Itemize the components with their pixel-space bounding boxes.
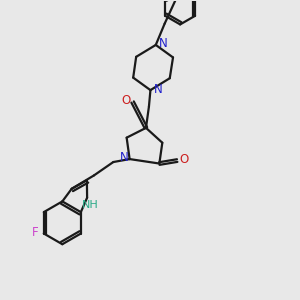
Text: O: O (122, 94, 131, 107)
Text: F: F (32, 226, 39, 238)
Text: N: N (159, 37, 168, 50)
Text: NH: NH (82, 200, 99, 210)
Text: O: O (179, 153, 188, 166)
Text: N: N (154, 83, 162, 96)
Text: N: N (120, 151, 129, 164)
